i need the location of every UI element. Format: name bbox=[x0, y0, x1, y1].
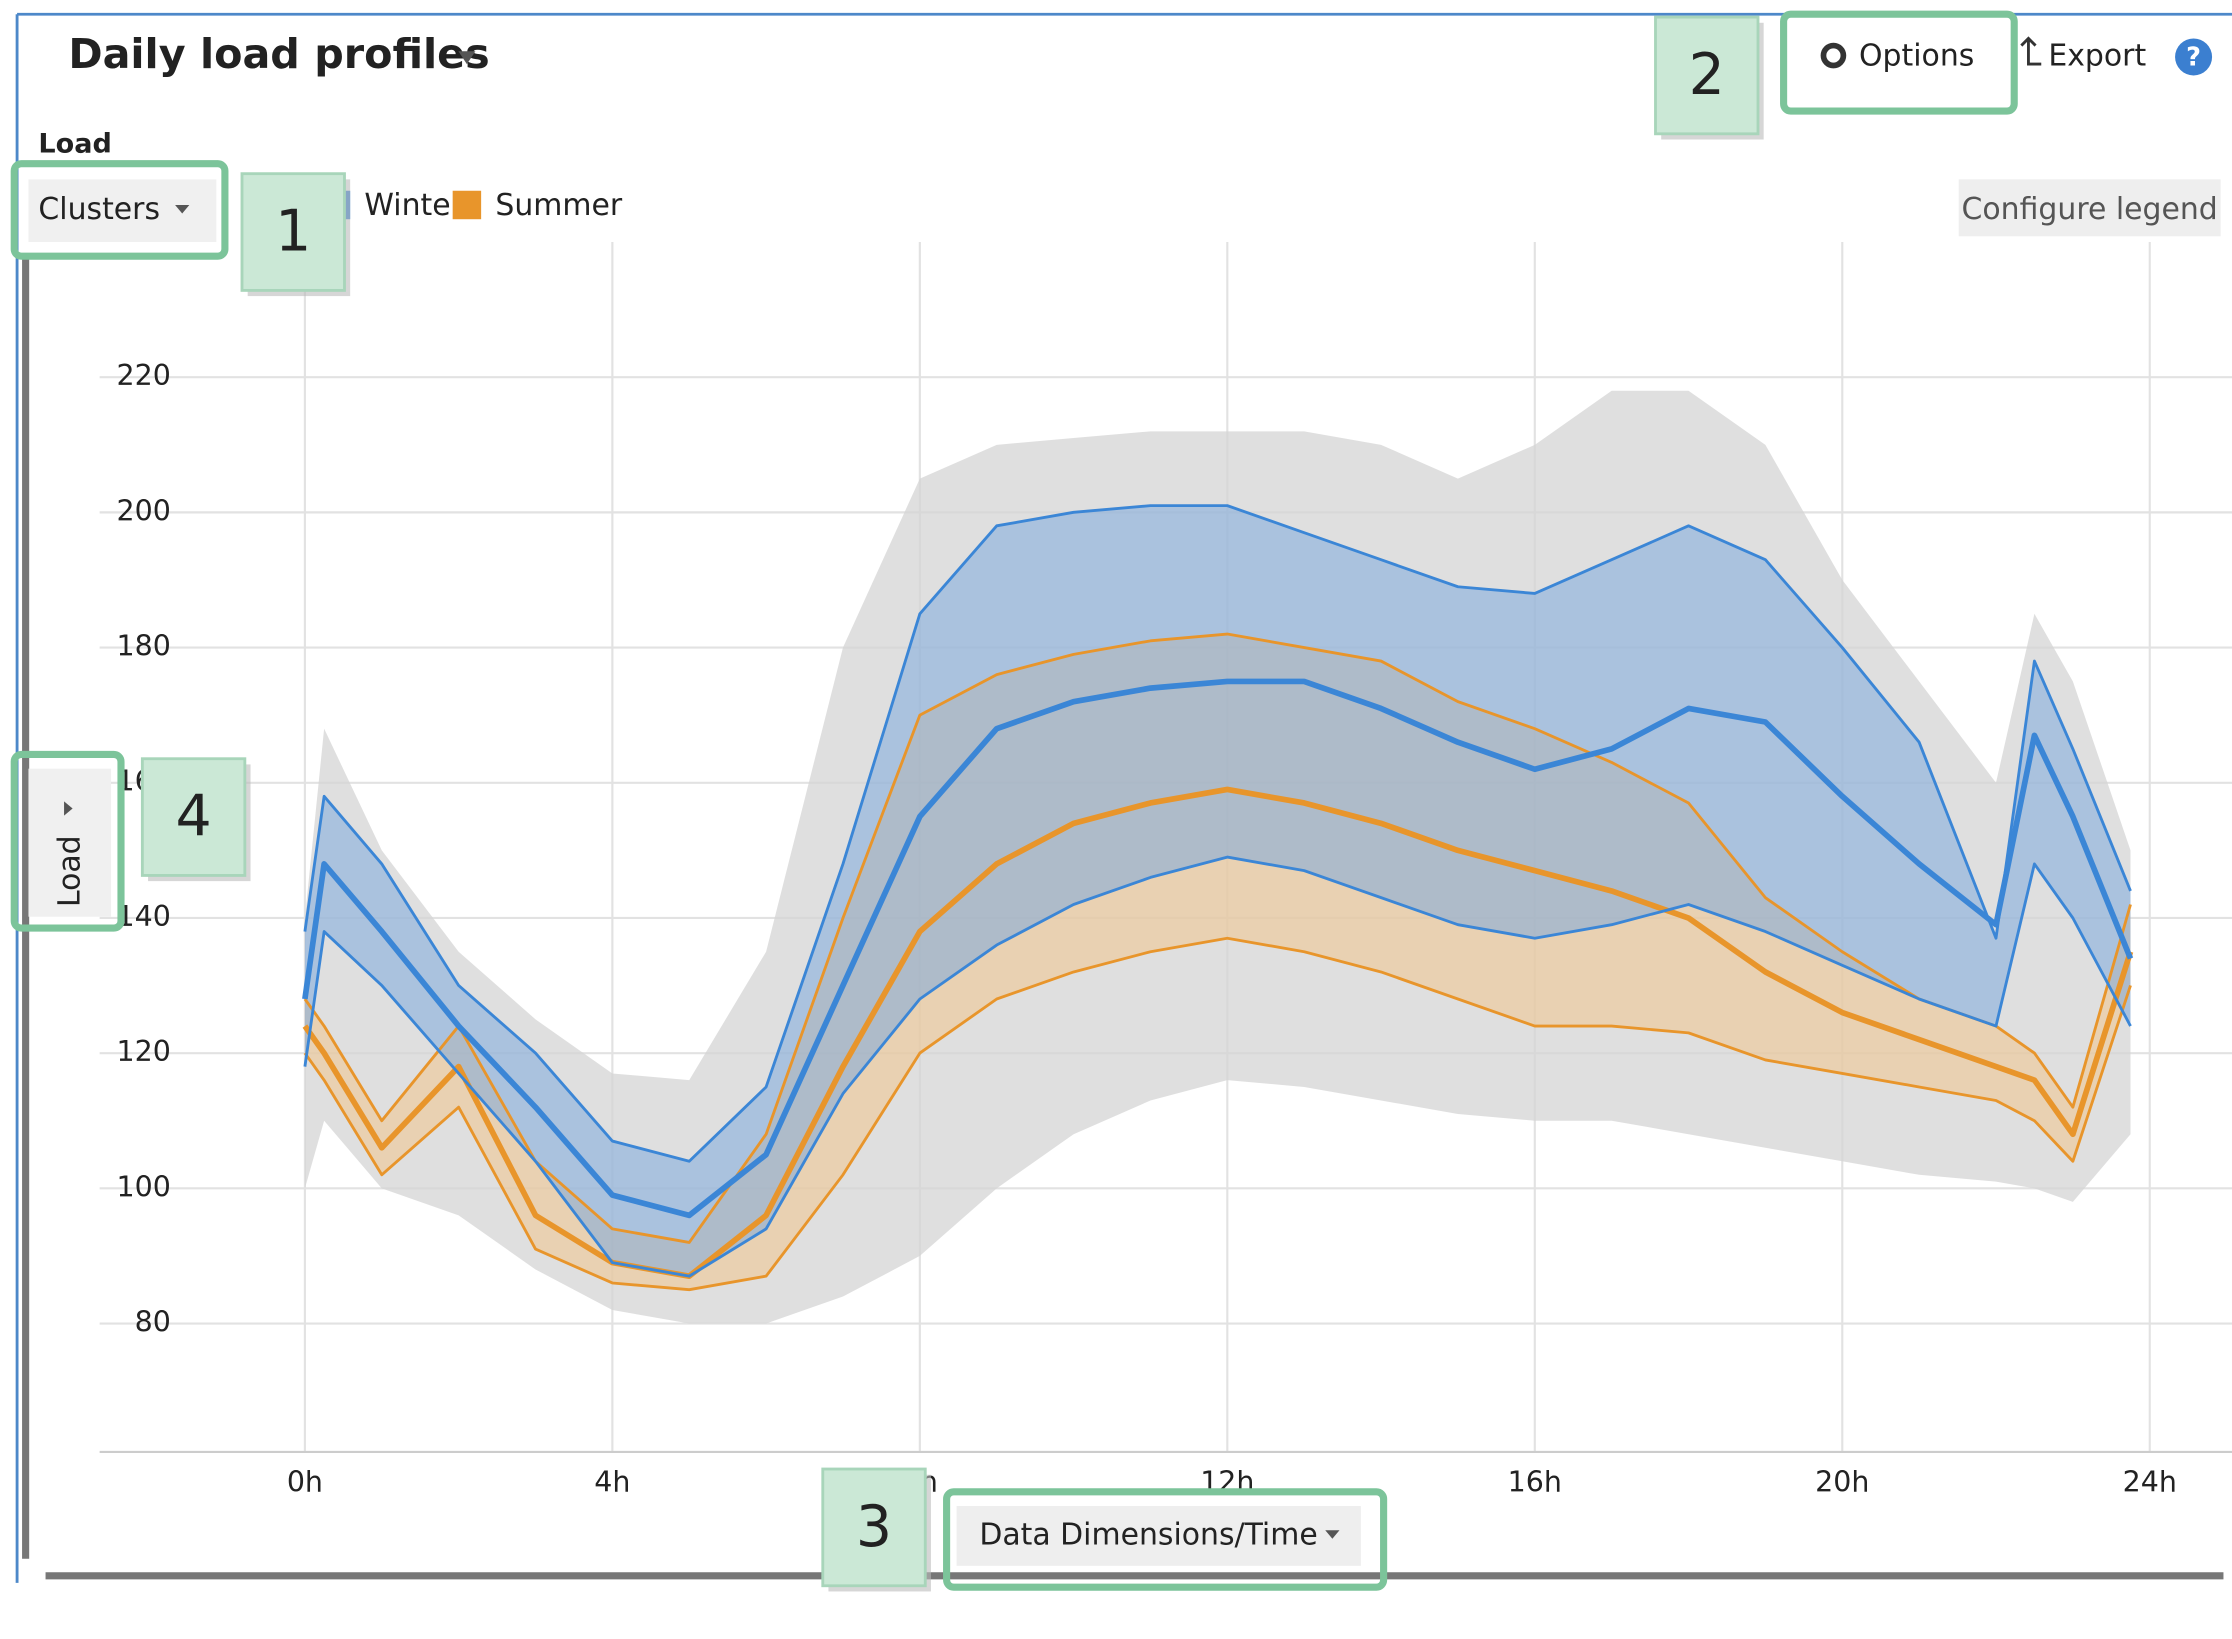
y-selector[interactable]: Load bbox=[53, 835, 88, 907]
cluster-band bbox=[304, 505, 2131, 1277]
clusters-bg bbox=[28, 179, 217, 242]
help-icon[interactable] bbox=[2175, 38, 2213, 76]
y-selector-bg bbox=[28, 768, 112, 917]
title-dropdown[interactable] bbox=[458, 51, 476, 65]
clusters-dropdown[interactable]: Clusters bbox=[38, 192, 160, 227]
expand-arrow bbox=[64, 801, 73, 816]
callout-number: 2 bbox=[1689, 42, 1725, 108]
cluster-lower-line bbox=[303, 936, 2132, 1292]
x-tick-label: 4h bbox=[594, 1465, 630, 1498]
callout-badge bbox=[140, 757, 247, 877]
plot-area: 801001201401601802002200h4h8h12h16h20h24… bbox=[99, 241, 2232, 1498]
x-selector-bg bbox=[956, 1506, 1361, 1566]
cluster-mean-line bbox=[302, 786, 2134, 1279]
cluster-mean-line bbox=[302, 678, 2134, 1219]
dropdown-arrow bbox=[175, 204, 190, 214]
configure-legend[interactable]: Configure legend bbox=[1962, 192, 2218, 227]
cluster-lower-line bbox=[303, 855, 2132, 1278]
cluster-upper-line bbox=[303, 632, 2132, 1244]
y-tick-label: 120 bbox=[117, 1035, 171, 1068]
y-tick-label: 220 bbox=[117, 359, 171, 392]
ui-layer: Daily load profiles Options Export ? Loa… bbox=[22, 30, 2224, 1580]
axis-title: Load bbox=[38, 129, 111, 160]
callout-frame bbox=[10, 750, 125, 932]
x-tick-label: 20h bbox=[1815, 1465, 1869, 1498]
export-button[interactable]: Export bbox=[2048, 38, 2146, 73]
x-tick-label: 16h bbox=[1508, 1465, 1562, 1498]
legend-label: Summer bbox=[495, 188, 622, 223]
y-tick-label: 140 bbox=[117, 900, 171, 933]
callouts: 1 2 3 4 bbox=[10, 10, 2018, 1592]
export-icon bbox=[2020, 36, 2042, 66]
callout-frame bbox=[943, 1488, 1388, 1591]
gear-icon bbox=[1820, 42, 1847, 69]
legend-swatch bbox=[452, 190, 482, 220]
y-tick-label: 180 bbox=[117, 630, 171, 663]
legend-label: Winter bbox=[364, 188, 463, 223]
configure-legend-bg bbox=[1958, 179, 2221, 237]
x-tick-label: 0h bbox=[287, 1465, 323, 1498]
help-mark: ? bbox=[2186, 42, 2201, 72]
callout-number: 3 bbox=[856, 1494, 892, 1560]
callout-badge bbox=[1654, 15, 1760, 136]
y-tick-label: 100 bbox=[117, 1170, 171, 1203]
callout-badge bbox=[821, 1467, 927, 1588]
x-selector[interactable]: Data Dimensions/Time bbox=[979, 1517, 1317, 1552]
y-tick-label: 80 bbox=[135, 1306, 171, 1339]
callout-number: 4 bbox=[175, 784, 211, 850]
x-tick-label: 24h bbox=[2123, 1465, 2177, 1498]
view-title: Daily load profiles bbox=[68, 30, 489, 78]
y-tick-label: 200 bbox=[117, 494, 171, 527]
legend: Winter Summer bbox=[321, 188, 623, 223]
cluster-upper-line bbox=[303, 504, 2132, 1163]
dropdown-arrow bbox=[1325, 1530, 1340, 1539]
callout-number: 1 bbox=[275, 199, 311, 265]
options-button[interactable]: Options bbox=[1859, 38, 1974, 73]
callout-frame bbox=[10, 160, 229, 260]
callout-frame bbox=[1780, 10, 2018, 115]
callout-badge bbox=[240, 172, 346, 292]
